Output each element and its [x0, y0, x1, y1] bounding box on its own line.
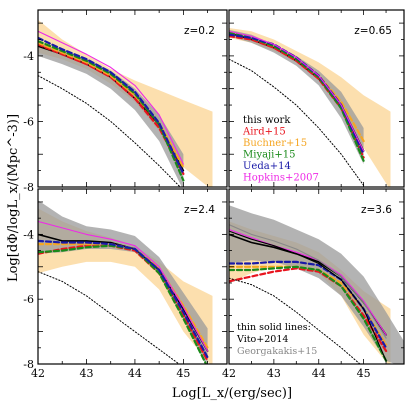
x-tick-label: 42: [222, 367, 236, 380]
tick-marks: [228, 189, 404, 365]
series-line-dotted: [229, 58, 365, 186]
note-entry-vito-2014: Vito+2014: [236, 334, 288, 345]
panel-frame: [228, 188, 405, 365]
legend: this workAird+15Buchner+15Miyaji+15Ueda+…: [242, 115, 319, 184]
tick-marks: [228, 10, 404, 188]
series-line-georgakakis-15: [229, 224, 387, 339]
series-line-dotted: [38, 75, 181, 187]
note-title: thin solid lines:: [237, 322, 311, 333]
panel-z-2-4: z=2.4: [37, 188, 228, 365]
legend-entry-buchner-15: Buchner+15: [243, 138, 307, 149]
panel-z-3-6: z=3.6: [228, 188, 405, 365]
panel-plot-area: [229, 28, 391, 187]
x-tick-label: 44: [312, 367, 326, 380]
series-line-aird-15: [229, 267, 388, 353]
panel-redshift-label: z=0.2: [184, 25, 215, 37]
y-tick-label: -6: [23, 293, 34, 306]
series-line-aird-15: [38, 43, 185, 175]
panels-layer: z=0.2 z=0.65 z=2.4 z=3.6 this workAird+15Buc…: [37, 9, 405, 365]
panel-z-0-65: z=0.65: [228, 9, 405, 188]
buchner-band: [38, 19, 213, 187]
panel-plot-area: [38, 19, 213, 187]
panel-frame: [37, 9, 228, 188]
legend-entry-this-work: this work: [243, 115, 291, 126]
note-entry-georgakakis-15: Georgakakis+15: [237, 346, 317, 357]
y-tick-label: -8: [23, 358, 34, 371]
y-tick-label: -6: [23, 115, 34, 128]
series-line-ueda-14: [38, 239, 209, 359]
x-tick-label: 43: [267, 367, 281, 380]
x-tick-label: 44: [128, 367, 142, 380]
x-tick-label: 43: [79, 367, 93, 380]
tick-marks: [37, 189, 227, 365]
series-line-miyaji-15: [229, 265, 388, 362]
series-line-ueda-14: [38, 36, 185, 175]
series-line-hopkins-2007: [229, 30, 365, 152]
y-tick-label: -4: [23, 50, 34, 63]
legend-entry-miyaji-15: Miyaji+15: [243, 150, 295, 161]
tick-marks: [37, 10, 227, 188]
panel-plot-area: [38, 200, 213, 364]
x-axis-label: Log[L_x/(erg/sec)]: [172, 386, 292, 401]
panel-plot-area: [229, 205, 404, 364]
y-tick-label: -8: [23, 181, 34, 194]
legend-entry-aird-15: Aird+15: [242, 127, 286, 138]
y-tick-label: -4: [23, 228, 34, 241]
y-axis-label: Log[dΦ/logL_x/(Mpc^-3)]: [6, 114, 21, 282]
panel-frame: [37, 188, 228, 365]
panel-redshift-label: z=0.65: [354, 25, 392, 37]
legend-entry-ueda-14: Ueda+14: [243, 161, 291, 172]
panel-redshift-label: z=2.4: [184, 204, 215, 216]
x-tick-label: 45: [357, 367, 371, 380]
series-line-hopkins-2007: [38, 30, 184, 165]
series-line-dotted: [38, 271, 180, 364]
series-line-miyaji-15: [38, 40, 185, 182]
x-tick-label: 45: [176, 367, 190, 380]
series-line-dotted: [229, 277, 361, 364]
buchner-band: [229, 28, 391, 187]
x-tick-label: 42: [31, 367, 45, 380]
series-line-hopkins-2007: [38, 220, 209, 352]
legend-entry-hopkins-2007: Hopkins+2007: [243, 173, 319, 184]
panel-frame: [228, 9, 405, 188]
panel-z-0-2: z=0.2: [37, 9, 228, 188]
series-line-vito-2014: [229, 230, 387, 362]
series-line-miyaji-15: [229, 31, 365, 162]
tick-labels: -8 -6 -4 -8 -6 -4 42 43 44 45 42 43 44 45: [23, 50, 370, 380]
panel-redshift-label: z=3.6: [361, 204, 392, 216]
series-line-hopkins-2007: [229, 228, 387, 336]
